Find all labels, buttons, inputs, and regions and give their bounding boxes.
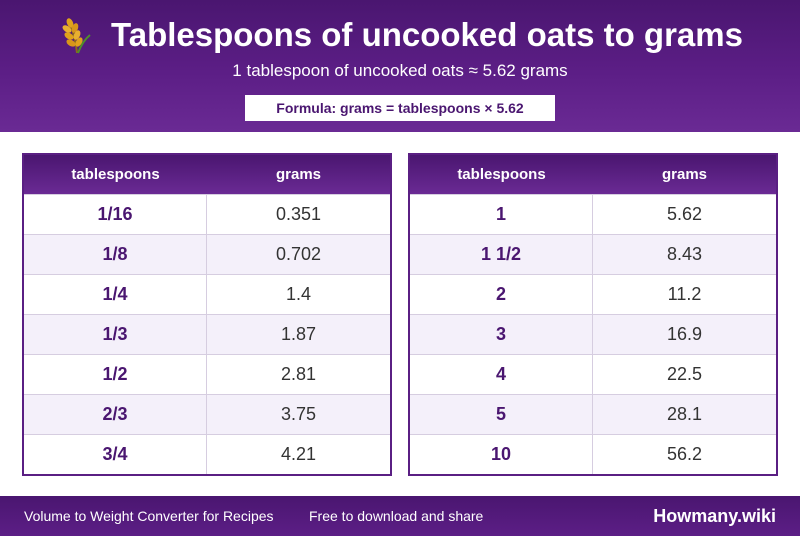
tablespoons-cell: 3	[410, 315, 593, 354]
tablespoons-cell: 3/4	[24, 435, 207, 474]
grams-cell: 1.4	[285, 284, 312, 304]
grams-cell: 8.43	[666, 244, 703, 264]
table-row: 3 16.9	[410, 314, 776, 354]
table-row: 1/3 1.87	[24, 314, 390, 354]
grams-cell: 16.9	[666, 324, 703, 344]
tablespoons-cell: 1/3	[24, 315, 207, 354]
table-row: 1 1/2 8.43	[410, 234, 776, 274]
grams-cell: 2.81	[280, 364, 317, 384]
tablespoons-cell: 4	[410, 355, 593, 394]
conversion-table-right: tablespoons grams 1 5.62 1 1/2 8.43 2 11…	[408, 153, 778, 476]
table-header: tablespoons grams	[410, 155, 776, 194]
table-row: 1/2 2.81	[24, 354, 390, 394]
table-row: 1/4 1.4	[24, 274, 390, 314]
table-row: 4 22.5	[410, 354, 776, 394]
grams-cell: 22.5	[666, 364, 703, 384]
formula-box: Formula: grams = tablespoons × 5.62	[245, 95, 555, 121]
column-header-grams: grams	[275, 166, 322, 183]
table-header: tablespoons grams	[24, 155, 390, 194]
table-row: 3/4 4.21	[24, 434, 390, 474]
table-row: 1 5.62	[410, 194, 776, 234]
tablespoons-cell: 1/16	[24, 195, 207, 234]
conversion-table-left: tablespoons grams 1/16 0.351 1/8 0.702 1…	[22, 153, 392, 476]
table-row: 2 11.2	[410, 274, 776, 314]
table-row: 2/3 3.75	[24, 394, 390, 434]
tablespoons-cell: 2	[410, 275, 593, 314]
grams-cell: 5.62	[666, 204, 703, 224]
grams-cell: 4.21	[280, 444, 317, 464]
table-row: 1/8 0.702	[24, 234, 390, 274]
wheat-icon	[62, 18, 91, 54]
grams-cell: 1.87	[280, 324, 317, 344]
column-header-tablespoons: tablespoons	[71, 166, 160, 183]
column-header-grams: grams	[661, 166, 708, 183]
tablespoons-cell: 2/3	[24, 395, 207, 434]
column-header-tablespoons: tablespoons	[457, 166, 546, 183]
tablespoons-cell: 10	[410, 435, 593, 474]
footer-bar: Volume to Weight Converter for Recipes F…	[0, 496, 800, 536]
brand-link[interactable]: Howmany.wiki	[653, 506, 776, 526]
header-banner: Tablespoons of uncooked oats to grams 1 …	[0, 0, 800, 132]
conversion-subtitle: 1 tablespoon of uncooked oats ≈ 5.62 gra…	[232, 61, 568, 80]
grams-cell: 11.2	[667, 284, 702, 304]
footer-tagline: Volume to Weight Converter for Recipes	[24, 508, 274, 524]
tablespoons-cell: 1	[410, 195, 593, 234]
tablespoons-cell: 5	[410, 395, 593, 434]
tablespoons-cell: 1/4	[24, 275, 207, 314]
tablespoons-cell: 1/2	[24, 355, 207, 394]
table-row: 1/16 0.351	[24, 194, 390, 234]
footer-share-note: Free to download and share	[309, 508, 484, 524]
tablespoons-cell: 1/8	[24, 235, 207, 274]
grams-cell: 3.75	[280, 404, 317, 424]
page-title: Tablespoons of uncooked oats to grams	[111, 16, 743, 53]
grams-cell: 0.702	[275, 244, 322, 264]
table-row: 10 56.2	[410, 434, 776, 474]
title-row: Tablespoons of uncooked oats to grams	[0, 10, 800, 60]
grams-cell: 56.2	[666, 444, 703, 464]
table-row: 5 28.1	[410, 394, 776, 434]
grams-cell: 0.351	[275, 204, 322, 224]
grams-cell: 28.1	[666, 404, 703, 424]
tablespoons-cell: 1 1/2	[410, 235, 593, 274]
